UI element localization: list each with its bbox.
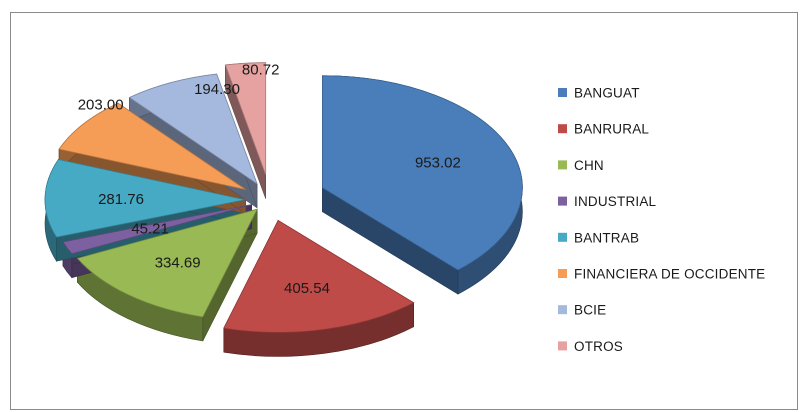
data-label-banrural: 405.54	[284, 280, 330, 297]
legend-label-bantrab: BANTRAB	[574, 230, 639, 245]
pie-top-layer	[44, 62, 523, 333]
legend-swatch-banguat	[558, 88, 567, 97]
data-label-industrial: 45.21	[131, 220, 169, 237]
legend-swatch-financiera-de-occidente	[558, 269, 567, 278]
legend-swatch-chn	[558, 160, 567, 170]
legend-item-bcie: BCIE	[558, 303, 606, 318]
data-label-bantrab: 281.76	[98, 191, 144, 208]
data-label-chn: 334.69	[155, 254, 201, 271]
legend-label-otros: OTROS	[574, 339, 623, 354]
pie-label-layer: 953.02 405.54 334.69 45.21 281.76 203.00 194.3…	[78, 62, 461, 297]
data-label-otros: 80.72	[242, 62, 280, 79]
slice-banrural	[223, 219, 415, 333]
legend-item-financiera-de-occidente: FINANCIERA DE OCCIDENTE	[558, 267, 765, 282]
legend-swatch-industrial	[558, 196, 567, 206]
legend-item-banguat: BANGUAT	[558, 86, 640, 101]
legend-label-bcie: BCIE	[574, 303, 606, 318]
legend-label-banrural: BANRURAL	[574, 122, 649, 137]
legend-label-chn: CHN	[574, 158, 604, 173]
legend-item-chn: CHN	[558, 158, 604, 173]
data-label-financiera-de-occidente: 203.00	[78, 96, 124, 113]
legend-swatch-bantrab	[558, 232, 567, 242]
data-label-banguat: 953.02	[415, 154, 461, 171]
legend-item-industrial: INDUSTRIAL	[558, 194, 657, 209]
legend-item-bantrab: BANTRAB	[558, 230, 639, 245]
slice-industrial	[62, 204, 252, 255]
slice-chn	[76, 208, 258, 318]
legend-label-banguat: BANGUAT	[574, 86, 640, 101]
legend-label-financiera-de-occidente: FINANCIERA DE OCCIDENTE	[574, 267, 765, 282]
legend-item-otros: OTROS	[558, 339, 623, 354]
slice-financiera-de-occidente	[58, 102, 246, 190]
data-label-bcie: 194.30	[194, 81, 240, 98]
slice-banguat	[321, 75, 523, 271]
slice-otros	[224, 62, 267, 175]
legend-swatch-otros	[558, 341, 567, 351]
slice-bantrab	[44, 158, 246, 238]
legend-swatch-banrural	[558, 124, 567, 134]
legend-swatch-bcie	[558, 305, 567, 315]
legend: BANGUAT BANRURAL CHN INDUSTRIAL BANTRAB FINAN…	[558, 86, 765, 354]
legend-item-banrural: BANRURAL	[558, 122, 649, 137]
slice-bcie	[128, 73, 258, 185]
legend-label-industrial: INDUSTRIAL	[574, 194, 657, 209]
